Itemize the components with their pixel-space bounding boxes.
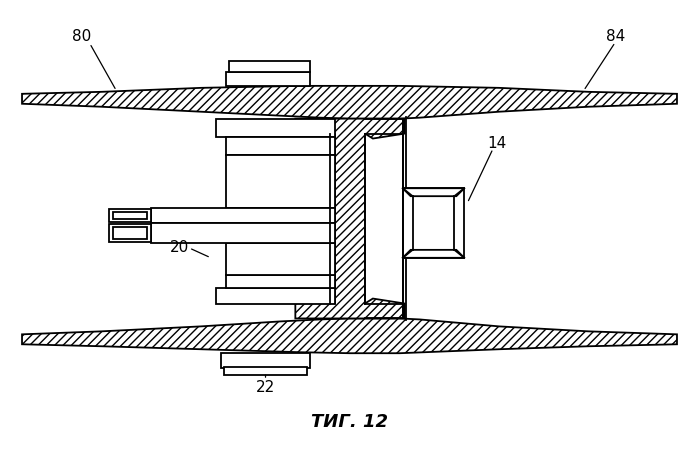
- FancyBboxPatch shape: [151, 223, 335, 243]
- Text: 14: 14: [487, 136, 507, 151]
- Polygon shape: [403, 188, 464, 196]
- Text: 20: 20: [169, 241, 189, 255]
- FancyBboxPatch shape: [113, 212, 147, 219]
- FancyBboxPatch shape: [224, 367, 308, 375]
- FancyBboxPatch shape: [226, 275, 335, 288]
- FancyBboxPatch shape: [110, 224, 151, 242]
- FancyBboxPatch shape: [226, 243, 335, 275]
- FancyBboxPatch shape: [110, 209, 151, 222]
- FancyBboxPatch shape: [226, 136, 335, 155]
- FancyBboxPatch shape: [221, 353, 310, 368]
- FancyBboxPatch shape: [226, 155, 335, 208]
- FancyBboxPatch shape: [229, 61, 310, 72]
- Text: 22: 22: [256, 380, 275, 395]
- Text: ΤИГ. 12: ΤИГ. 12: [312, 413, 389, 431]
- Polygon shape: [22, 86, 677, 119]
- FancyBboxPatch shape: [216, 288, 335, 304]
- FancyBboxPatch shape: [151, 208, 335, 223]
- Polygon shape: [22, 318, 677, 353]
- Polygon shape: [296, 119, 405, 318]
- Polygon shape: [22, 86, 677, 119]
- Text: 80: 80: [72, 29, 92, 43]
- Polygon shape: [403, 250, 464, 258]
- FancyBboxPatch shape: [403, 188, 464, 258]
- FancyBboxPatch shape: [113, 227, 147, 239]
- Text: 84: 84: [606, 29, 625, 43]
- FancyBboxPatch shape: [226, 72, 310, 86]
- FancyBboxPatch shape: [216, 119, 335, 136]
